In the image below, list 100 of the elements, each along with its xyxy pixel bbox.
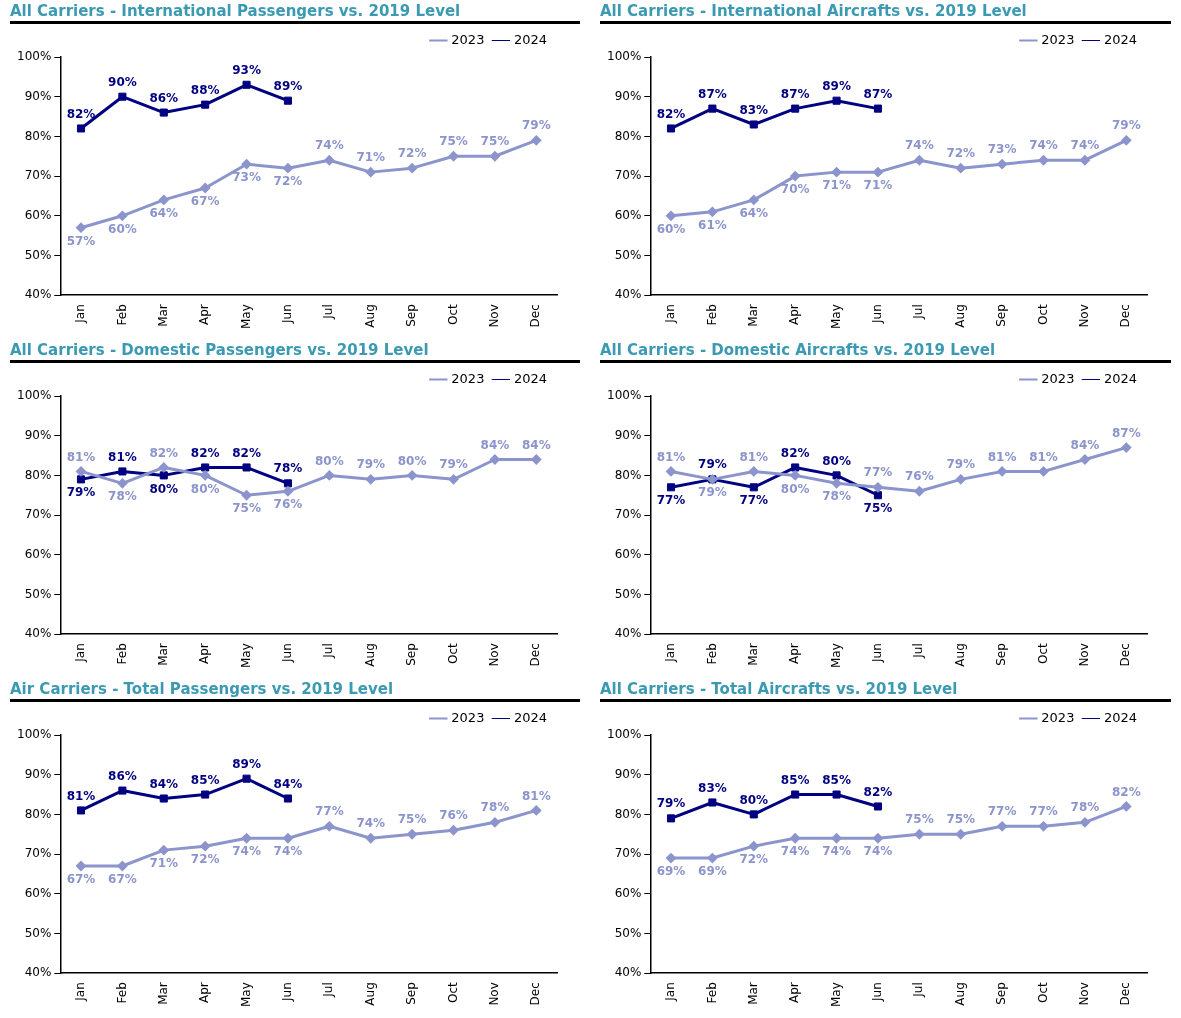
x-tick-label: Mar xyxy=(745,643,760,666)
y-tick-label: 90% xyxy=(614,88,642,103)
y-tick-label: 50% xyxy=(24,586,52,601)
data-label: 84% xyxy=(149,776,179,791)
data-label: 81% xyxy=(108,449,137,464)
x-tick-label: Jun xyxy=(870,982,885,1002)
data-label: 77% xyxy=(739,493,769,508)
x-tick-label: Dec xyxy=(1118,982,1133,1006)
data-label: 78% xyxy=(480,800,510,815)
x-tick-label: Mar xyxy=(745,982,760,1005)
x-tick-label: Dec xyxy=(528,643,543,667)
data-label: 86% xyxy=(108,768,137,783)
data-label: 80% xyxy=(780,481,810,496)
x-tick-label: Oct xyxy=(1035,642,1050,664)
x-tick-label: May xyxy=(238,304,253,329)
data-label: 87% xyxy=(698,86,727,101)
x-tick-label: Jan xyxy=(663,982,678,1002)
legend-label: 2023 xyxy=(451,31,485,47)
y-tick-label: 100% xyxy=(16,727,52,742)
x-tick-label: Sep xyxy=(404,304,419,327)
data-label: 74% xyxy=(863,844,893,859)
x-tick-label: Feb xyxy=(114,982,129,1004)
x-tick-label: Jun xyxy=(280,643,295,663)
x-tick-label: May xyxy=(238,982,253,1007)
y-tick-label: 60% xyxy=(24,207,52,222)
y-tick-label: 100% xyxy=(606,727,642,742)
x-tick-label: Jan xyxy=(73,643,88,663)
data-label: 78% xyxy=(822,489,851,504)
data-label: 82% xyxy=(149,445,179,460)
x-tick-label: Feb xyxy=(114,643,129,665)
data-label: 75% xyxy=(232,501,261,516)
y-tick-label: 40% xyxy=(614,626,642,641)
data-label: 82% xyxy=(232,445,261,460)
x-tick-label: Sep xyxy=(994,643,1009,666)
data-label: 75% xyxy=(439,134,468,149)
x-tick-label: Apr xyxy=(197,982,212,1003)
data-label: 89% xyxy=(273,78,303,93)
y-tick-label: 60% xyxy=(24,885,52,900)
data-label: 79% xyxy=(698,485,727,500)
x-tick-label: Jul xyxy=(321,982,336,998)
x-tick-label: Sep xyxy=(404,643,419,666)
data-label: 72% xyxy=(739,852,769,867)
x-tick-label: Jan xyxy=(73,982,88,1002)
x-tick-label: Mar xyxy=(155,304,170,327)
data-label: 78% xyxy=(273,461,303,476)
data-label: 74% xyxy=(822,844,851,859)
data-label: 79% xyxy=(656,796,686,811)
data-label: 72% xyxy=(946,146,976,161)
legend-label: 2024 xyxy=(513,370,548,386)
x-tick-label: May xyxy=(828,982,843,1007)
y-tick-label: 40% xyxy=(24,287,52,302)
x-tick-label: Feb xyxy=(114,304,129,326)
data-label: 74% xyxy=(273,844,303,859)
x-tick-label: Feb xyxy=(704,982,719,1004)
x-tick-label: Jan xyxy=(73,304,88,324)
x-tick-label: Sep xyxy=(994,982,1009,1005)
data-label: 77% xyxy=(656,493,686,508)
data-label: 74% xyxy=(314,138,344,153)
x-tick-label: May xyxy=(238,643,253,668)
data-label: 73% xyxy=(987,142,1017,157)
data-label: 73% xyxy=(232,170,261,185)
data-label: 79% xyxy=(698,457,727,472)
data-label: 64% xyxy=(739,206,769,221)
data-label: 69% xyxy=(656,864,686,879)
data-label: 69% xyxy=(698,864,727,879)
legend-label: 2024 xyxy=(513,31,548,47)
data-label: 82% xyxy=(656,106,686,121)
data-label: 79% xyxy=(66,485,96,500)
x-tick-label: Mar xyxy=(155,982,170,1005)
data-label: 75% xyxy=(946,812,976,827)
data-label: 82% xyxy=(190,445,220,460)
x-tick-label: Nov xyxy=(487,304,502,328)
data-label: 72% xyxy=(273,174,303,189)
x-tick-label: Jul xyxy=(911,304,926,320)
data-label: 80% xyxy=(739,792,769,807)
y-tick-label: 80% xyxy=(614,467,642,482)
chart-title: All Carriers - International Aircrafts vs. 2019 Level xyxy=(600,2,1171,24)
data-label: 75% xyxy=(397,812,427,827)
data-label: 80% xyxy=(822,453,851,468)
y-tick-label: 90% xyxy=(24,766,52,781)
y-tick-label: 100% xyxy=(606,49,642,64)
y-tick-label: 80% xyxy=(24,806,52,821)
x-tick-label: Jul xyxy=(911,982,926,998)
data-label: 72% xyxy=(397,146,427,161)
data-label: 71% xyxy=(822,178,851,193)
x-tick-label: Nov xyxy=(487,982,502,1006)
data-label: 74% xyxy=(780,844,810,859)
x-tick-label: Nov xyxy=(1077,304,1092,328)
x-tick-label: Nov xyxy=(1077,643,1092,667)
legend-label: 2024 xyxy=(1103,31,1138,47)
y-tick-label: 100% xyxy=(606,388,642,403)
x-tick-label: Feb xyxy=(704,304,719,326)
data-label: 87% xyxy=(780,86,810,101)
data-label: 78% xyxy=(1070,800,1100,815)
data-label: 79% xyxy=(521,118,551,133)
y-tick-label: 50% xyxy=(24,247,52,262)
data-label: 83% xyxy=(698,780,727,795)
x-tick-label: Aug xyxy=(952,304,967,328)
data-label: 75% xyxy=(904,812,934,827)
y-tick-label: 40% xyxy=(614,965,642,980)
